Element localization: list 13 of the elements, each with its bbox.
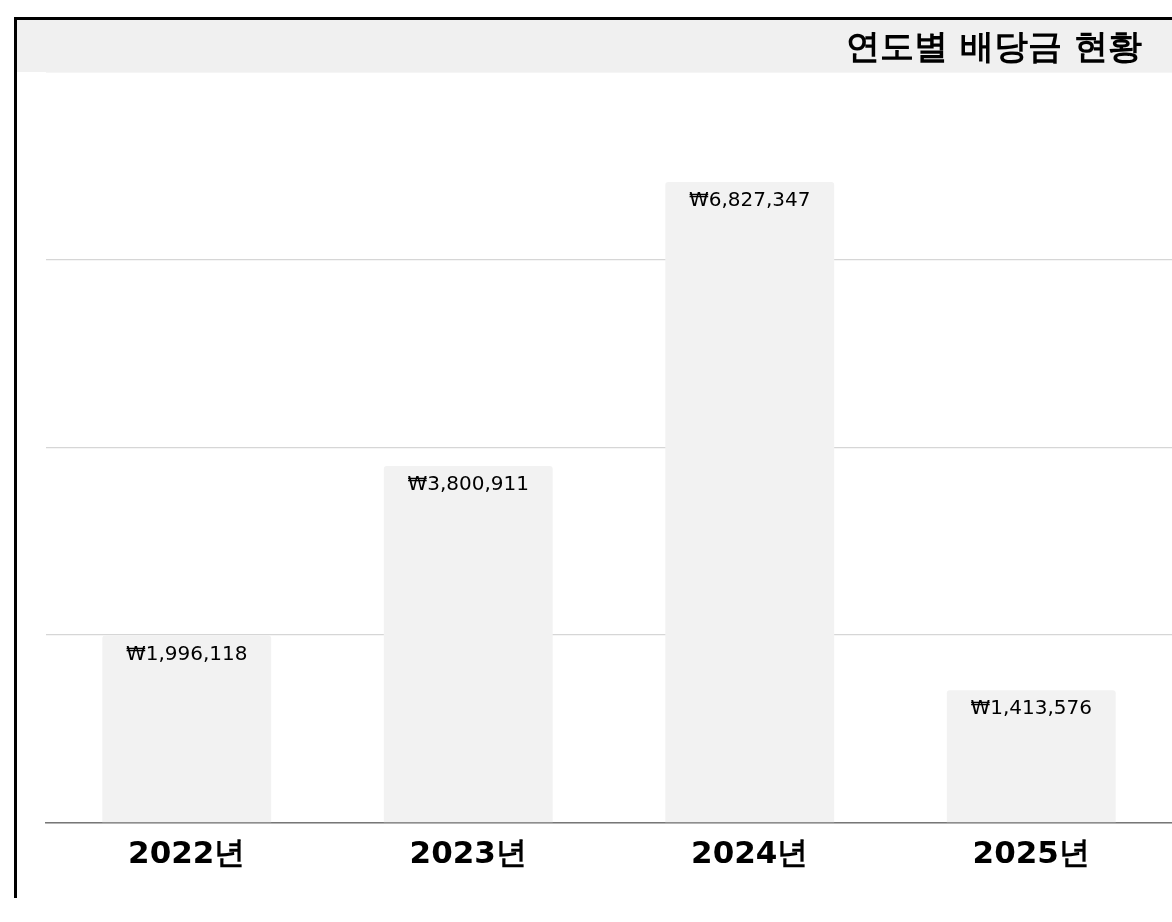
bar — [383, 466, 553, 823]
bar — [946, 690, 1116, 823]
bar — [665, 182, 835, 823]
bar — [102, 635, 272, 823]
x-tick-label: 2025년 — [972, 834, 1090, 871]
chart-title: 연도별 배당금 현황 — [17, 20, 1172, 72]
x-tick-label: 2022년 — [128, 834, 246, 871]
data-label: ₩1,413,576 — [970, 695, 1093, 720]
data-label: ₩3,800,911 — [407, 471, 530, 496]
x-tick-label: 2023년 — [409, 834, 527, 871]
data-label: ₩1,996,118 — [125, 640, 248, 665]
x-tick-label: 2024년 — [691, 834, 809, 871]
data-label: ₩6,827,347 — [688, 187, 811, 212]
